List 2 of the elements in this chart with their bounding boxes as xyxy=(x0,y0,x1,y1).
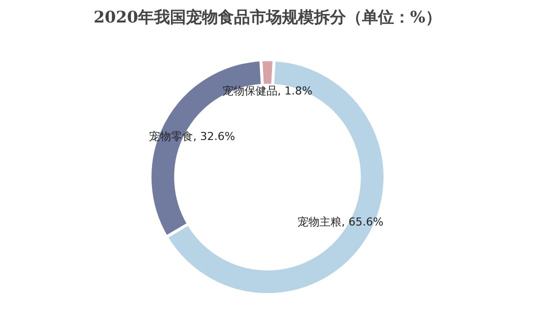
slice-label: 宠物主粮, 65.6% xyxy=(298,215,384,228)
chart-title: 2020年我国宠物食品市场规模拆分（单位：%） xyxy=(94,8,442,26)
